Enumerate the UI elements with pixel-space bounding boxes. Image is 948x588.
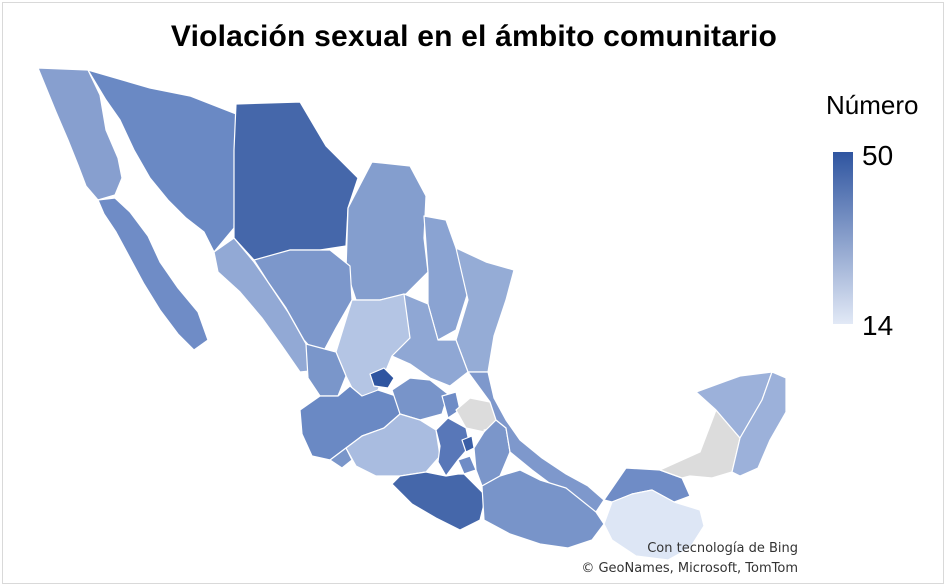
bing-credit: Con tecnología de Bing xyxy=(647,541,798,556)
legend-max-label: 50 xyxy=(862,140,894,171)
state-oaxaca[interactable] xyxy=(481,469,605,549)
state-sonora[interactable] xyxy=(87,69,237,253)
state-chiapas[interactable] xyxy=(603,489,705,561)
state-tamaulipas[interactable] xyxy=(455,247,515,373)
legend-color-scale xyxy=(833,152,853,324)
legend-min-label: 14 xyxy=(862,310,894,341)
state-veracruz[interactable] xyxy=(467,371,605,513)
state-nuevo-leon[interactable] xyxy=(423,215,477,341)
state-guerrero[interactable] xyxy=(391,471,487,531)
state-coahuila[interactable] xyxy=(345,161,429,301)
state-quintana-roo[interactable] xyxy=(731,371,787,477)
state-baja-california[interactable] xyxy=(37,67,123,201)
map-data-credit: © GeoNames, Microsoft, TomTom xyxy=(581,561,798,576)
legend-title: Número xyxy=(826,90,919,120)
state-queretaro[interactable] xyxy=(441,391,461,419)
state-morelos[interactable] xyxy=(457,455,477,475)
state-aguascalientes[interactable] xyxy=(369,367,395,389)
state-chihuahua[interactable] xyxy=(233,101,359,263)
state-durango[interactable] xyxy=(253,249,353,359)
state-san-luis-potosi[interactable] xyxy=(391,293,469,387)
state-baja-california-sur[interactable] xyxy=(97,197,209,351)
state-michoacan[interactable] xyxy=(345,413,441,477)
chart-title: Violación sexual en el ámbito comunitari… xyxy=(170,20,778,53)
